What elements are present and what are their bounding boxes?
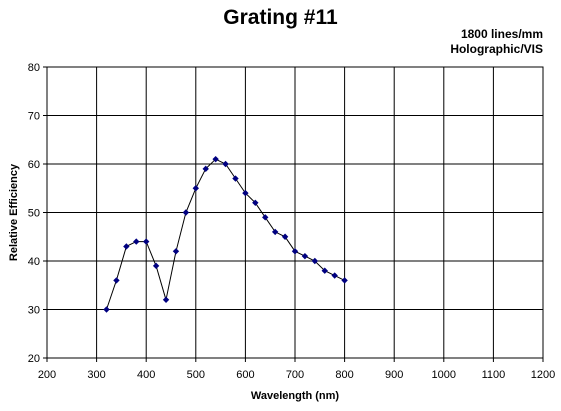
data-point-marker [242, 189, 249, 197]
y-tick-label: 40 [28, 256, 40, 268]
data-point-marker [301, 252, 309, 260]
x-tick-label: 700 [286, 369, 304, 381]
data-point-marker [281, 233, 289, 240]
data-point-marker [271, 228, 279, 236]
data-point-marker [143, 238, 150, 245]
x-tick-label: 1100 [482, 369, 506, 381]
data-point-marker [182, 209, 190, 216]
y-tick-label: 20 [28, 353, 40, 365]
x-tick-label: 300 [87, 369, 105, 381]
y-tick-label: 30 [28, 305, 40, 317]
series-line [106, 158, 345, 310]
y-tick-label: 60 [28, 159, 40, 171]
chart-title: Grating #11 [223, 6, 338, 29]
y-tick-label: 50 [28, 208, 40, 220]
x-axis-label: Wavelength (nm) [251, 390, 340, 402]
data-point-marker [262, 214, 269, 221]
x-tick-label: 1000 [432, 369, 456, 381]
data-point-marker [103, 306, 110, 313]
x-tick-label: 1200 [531, 369, 555, 381]
x-tick-label: 600 [236, 369, 254, 381]
y-tick-label: 80 [28, 62, 40, 74]
subtitle-line-1: 1800 lines/mm [460, 27, 543, 41]
x-tick-label: 200 [38, 369, 56, 381]
x-tick-label: 800 [335, 369, 353, 381]
data-point-marker [202, 165, 209, 173]
data-point-marker [291, 248, 299, 255]
data-point-marker [172, 248, 180, 255]
data-point-marker [123, 243, 130, 250]
grid-lines [46, 66, 544, 359]
subtitle-line-2: Holographic/VIS [450, 42, 543, 56]
data-point-marker [232, 175, 239, 182]
data-point-marker [162, 296, 170, 303]
data-point-marker [133, 238, 140, 245]
y-axis-label: Relative Efficiency [8, 163, 20, 261]
data-point-marker [341, 277, 348, 284]
data-point-marker [192, 185, 199, 192]
data-point-marker [311, 257, 319, 265]
x-tick-label: 900 [385, 369, 403, 381]
data-point-marker [331, 272, 338, 279]
data-point-marker [212, 155, 219, 163]
chart-subtitle: 1800 lines/mm Holographic/VIS [450, 27, 543, 57]
data-point-marker [113, 277, 120, 284]
x-tick-label: 400 [137, 369, 155, 381]
tick-labels: 200 300 400 500 600 700 800 900 1000 1100 1200 20 30… [28, 62, 555, 381]
data-point-marker [152, 262, 160, 270]
x-tick-label: 500 [187, 369, 205, 381]
data-point-marker [321, 267, 328, 274]
data-point-marker [252, 199, 259, 206]
y-tick-label: 70 [28, 111, 40, 123]
data-markers [103, 155, 348, 313]
data-point-marker [222, 160, 229, 168]
